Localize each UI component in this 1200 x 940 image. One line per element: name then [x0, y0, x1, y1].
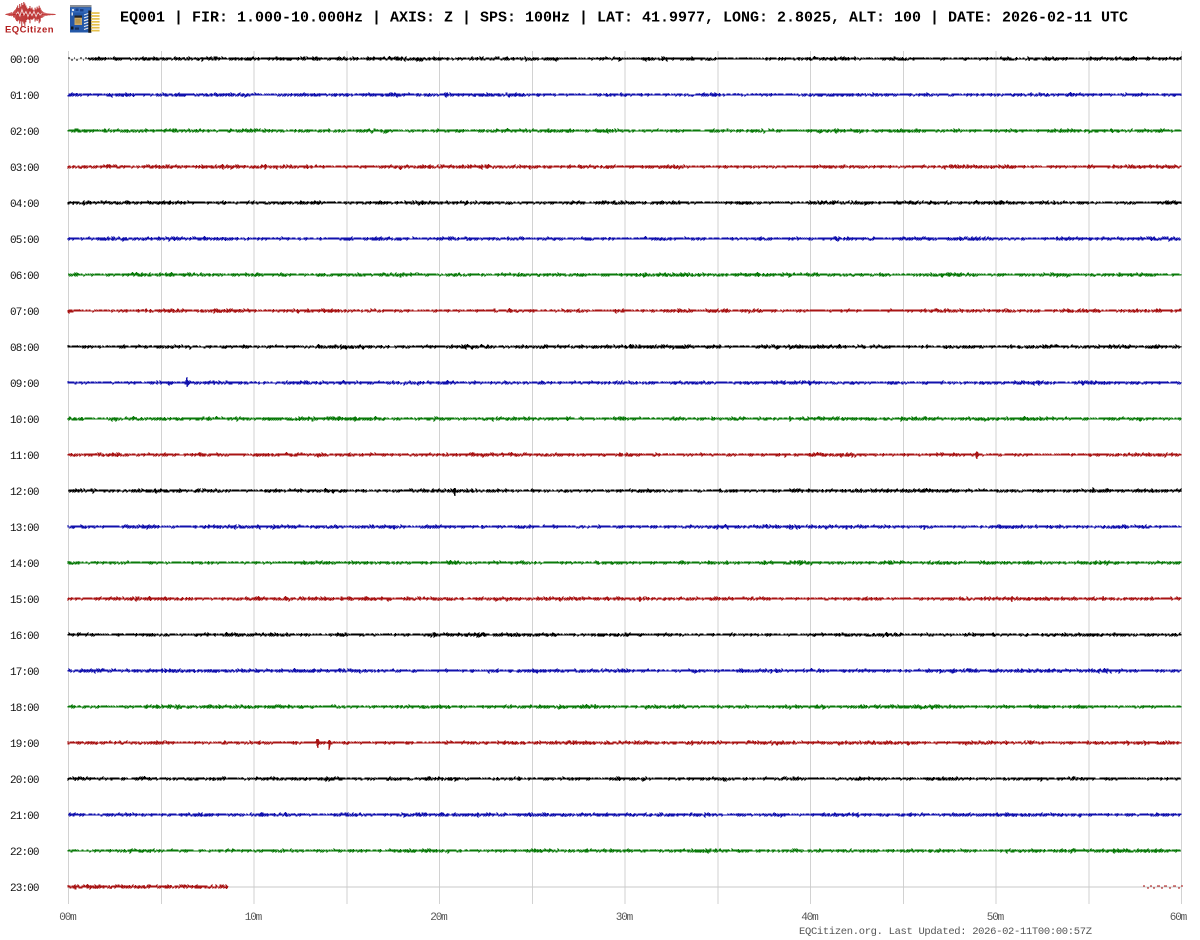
svg-text:11:00: 11:00: [10, 451, 40, 463]
svg-text:19:00: 19:00: [10, 739, 40, 751]
svg-text:00:00: 00:00: [10, 55, 40, 67]
svg-text:40m: 40m: [801, 912, 819, 924]
svg-text:EQCitizen.org. Last Updated: 2: EQCitizen.org. Last Updated: 2026-02-11T…: [799, 926, 1092, 938]
svg-text:10m: 10m: [245, 912, 263, 924]
svg-text:60m: 60m: [1170, 912, 1188, 924]
svg-text:23:00: 23:00: [10, 883, 40, 895]
svg-text:50m: 50m: [987, 912, 1005, 924]
svg-text:21:00: 21:00: [10, 811, 40, 823]
svg-text:00m: 00m: [59, 912, 77, 924]
svg-text:22:00: 22:00: [10, 847, 40, 859]
svg-text:EQCitizen: EQCitizen: [5, 25, 54, 36]
svg-text:30m: 30m: [616, 912, 634, 924]
svg-text:16:00: 16:00: [10, 631, 40, 643]
svg-text:12:00: 12:00: [10, 487, 40, 499]
svg-text:EQ001 | FIR: 1.000-10.000Hz |: EQ001 | FIR: 1.000-10.000Hz | AXIS: Z | …: [120, 10, 1128, 27]
svg-text:17:00: 17:00: [10, 667, 40, 679]
svg-text:09:00: 09:00: [10, 379, 40, 391]
svg-text:18:00: 18:00: [10, 703, 40, 715]
svg-text:10:00: 10:00: [10, 415, 40, 427]
svg-text:20:00: 20:00: [10, 775, 40, 787]
svg-text:05:00: 05:00: [10, 235, 40, 247]
svg-text:07:00: 07:00: [10, 307, 40, 319]
svg-text:04:00: 04:00: [10, 199, 40, 211]
svg-text:02:00: 02:00: [10, 127, 40, 139]
svg-text:03:00: 03:00: [10, 163, 40, 175]
svg-text:06:00: 06:00: [10, 271, 40, 283]
svg-text:01:00: 01:00: [10, 91, 40, 103]
svg-text:15:00: 15:00: [10, 595, 40, 607]
svg-text:20m: 20m: [430, 912, 448, 924]
svg-text:13:00: 13:00: [10, 523, 40, 535]
svg-text:14:00: 14:00: [10, 559, 40, 571]
svg-text:08:00: 08:00: [10, 343, 40, 355]
